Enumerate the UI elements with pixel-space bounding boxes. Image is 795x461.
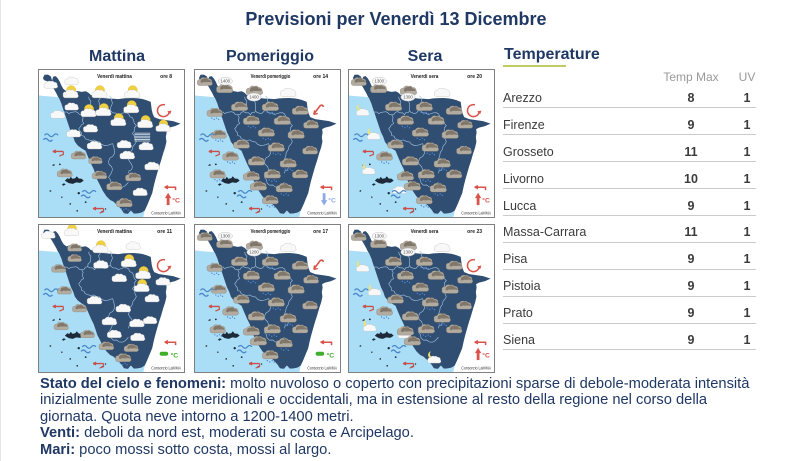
svg-text:1400: 1400: [249, 95, 259, 100]
svg-text:Venerdì pomeriggio: Venerdì pomeriggio: [251, 229, 291, 235]
svg-text:Consorzio LaMMA: Consorzio LaMMA: [461, 210, 491, 215]
svg-text:1200: 1200: [249, 250, 259, 255]
svg-text:ore 20: ore 20: [467, 74, 482, 80]
svg-text:Venerdì pomeriggio: Venerdì pomeriggio: [251, 74, 291, 80]
svg-text:1300: 1300: [221, 234, 231, 239]
svg-text:Venerdì sera: Venerdì sera: [411, 74, 439, 80]
svg-text:1300: 1300: [375, 234, 385, 239]
svg-text:ore 17: ore 17: [313, 229, 328, 235]
svg-text:1300: 1300: [403, 95, 413, 100]
svg-text:Venerdì mattina: Venerdì mattina: [97, 229, 132, 235]
svg-text:Consorzio LaMMA: Consorzio LaMMA: [307, 210, 337, 215]
svg-text:Consorzio LaMMA: Consorzio LaMMA: [151, 210, 181, 215]
svg-text:ore 11: ore 11: [157, 229, 172, 235]
svg-text:Consorzio LaMMA: Consorzio LaMMA: [151, 365, 181, 370]
svg-text:ore 8: ore 8: [160, 74, 172, 80]
svg-text:Consorzio LaMMA: Consorzio LaMMA: [307, 365, 337, 370]
svg-text:Consorzio LaMMA: Consorzio LaMMA: [461, 365, 491, 370]
svg-text:1400: 1400: [221, 79, 231, 84]
svg-text:1300: 1300: [375, 79, 385, 84]
svg-text:ore 23: ore 23: [467, 229, 482, 235]
svg-text:1300: 1300: [403, 250, 413, 255]
svg-text:Venerdì sera: Venerdì sera: [411, 229, 439, 235]
svg-text:Venerdì mattina: Venerdì mattina: [97, 74, 132, 80]
svg-text:ore 14: ore 14: [313, 74, 328, 80]
